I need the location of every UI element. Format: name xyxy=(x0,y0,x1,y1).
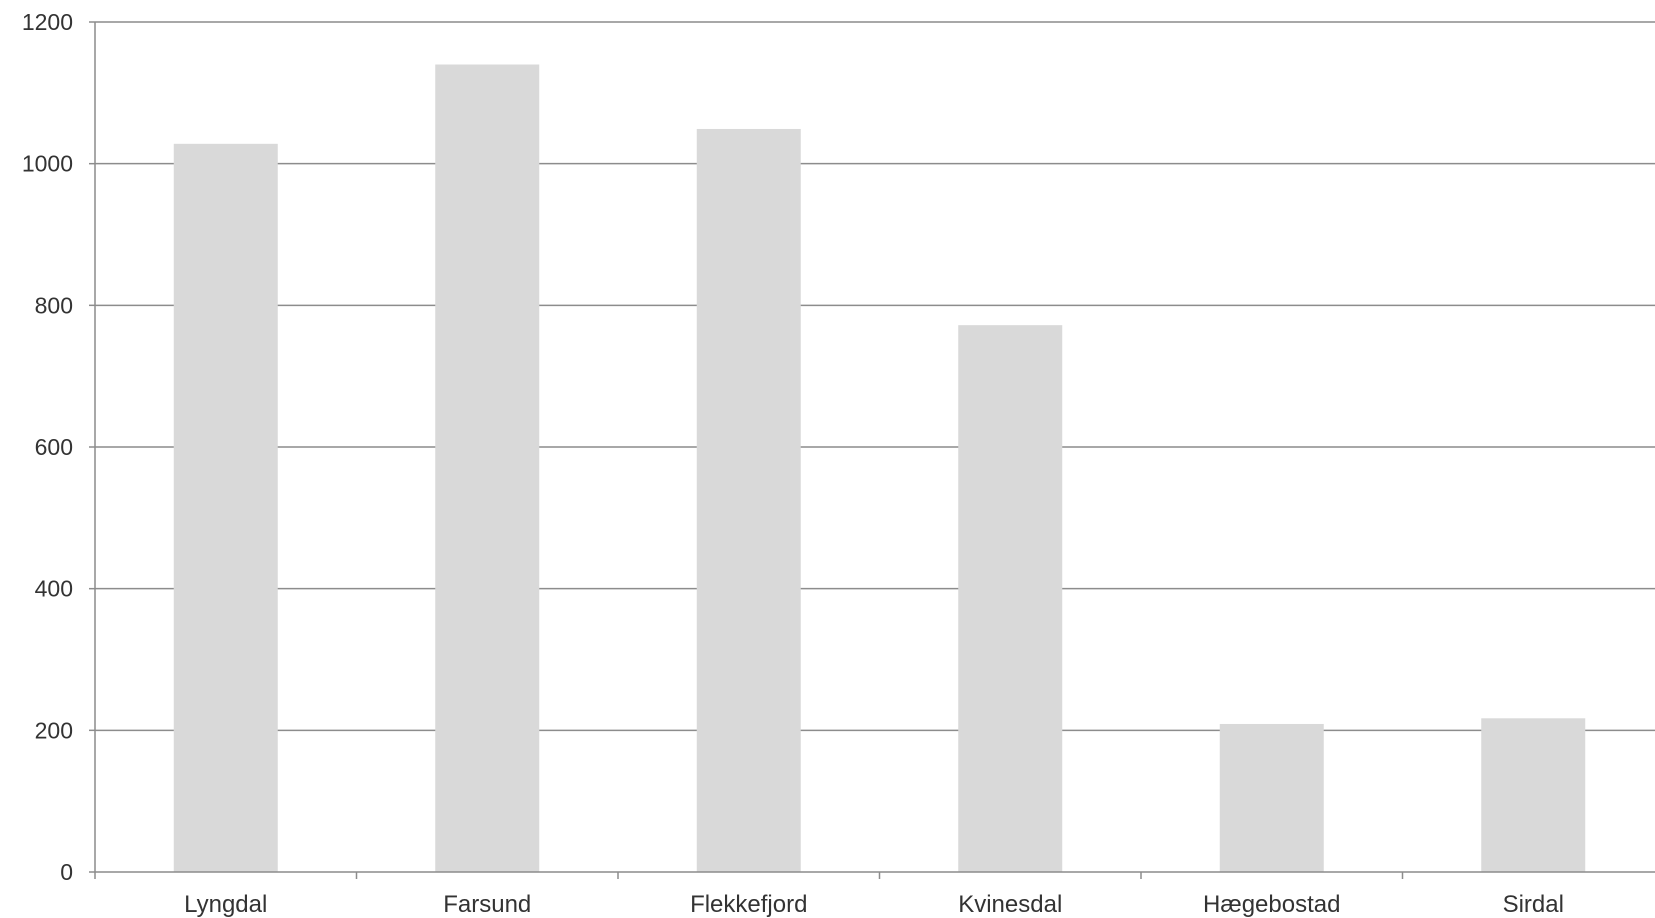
y-tick-label: 600 xyxy=(35,434,73,460)
bar-kvinesdal xyxy=(958,325,1063,873)
y-tick-label: 200 xyxy=(35,717,73,743)
gridlines xyxy=(95,21,1655,732)
axis-labels: 0 200 400 600 800 1000 1200 Lyngdal Farsund Flekk… xyxy=(22,9,1564,918)
y-tick-label: 1200 xyxy=(22,9,73,35)
y-tick-label: 1000 xyxy=(22,151,73,177)
x-tick-label: Sirdal xyxy=(1503,891,1564,918)
bar-farsund xyxy=(435,64,540,872)
axes xyxy=(89,21,1655,879)
x-tick-label: Farsund xyxy=(443,891,531,918)
x-tick-label: Hægebostad xyxy=(1203,891,1340,918)
bar-lyngdal xyxy=(173,143,278,873)
x-tick-label: Flekkefjord xyxy=(690,891,807,918)
bars xyxy=(173,64,1586,873)
x-tick-label: Lyngdal xyxy=(184,891,267,918)
bar-flekkefjord xyxy=(696,128,801,873)
y-tick-label: 0 xyxy=(60,859,73,885)
x-tick-label: Kvinesdal xyxy=(958,891,1062,918)
bar-hægebostad xyxy=(1219,723,1324,872)
y-tick-label: 800 xyxy=(35,292,73,318)
y-tick-label: 400 xyxy=(35,576,73,602)
bar-sirdal xyxy=(1481,718,1586,872)
